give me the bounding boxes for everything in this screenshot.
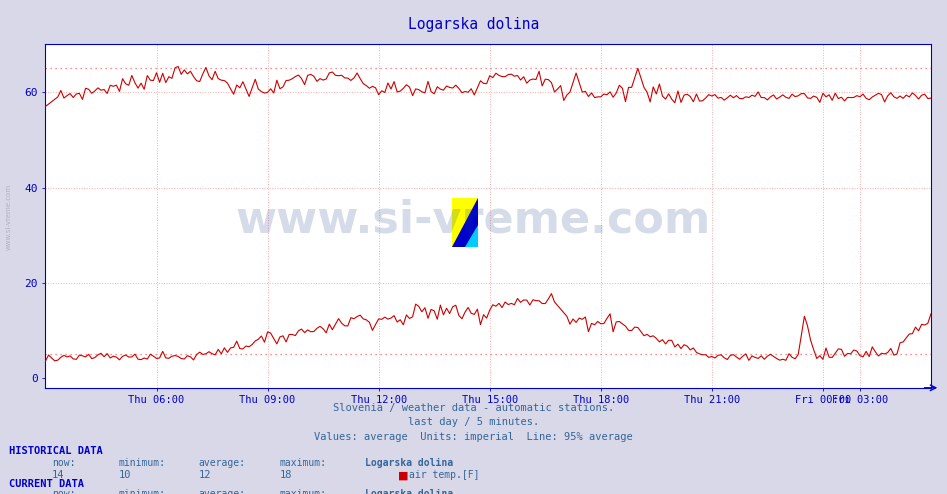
Text: last day / 5 minutes.: last day / 5 minutes. <box>408 417 539 427</box>
Text: air temp.[F]: air temp.[F] <box>409 470 479 480</box>
Text: now:: now: <box>52 489 76 494</box>
Text: ■: ■ <box>398 470 408 480</box>
Text: Logarska dolina: Logarska dolina <box>365 458 453 468</box>
Text: minimum:: minimum: <box>118 458 166 468</box>
Polygon shape <box>452 198 478 247</box>
Text: 14: 14 <box>52 470 64 480</box>
Text: Logarska dolina: Logarska dolina <box>408 17 539 32</box>
Text: 10: 10 <box>118 470 131 480</box>
Text: 12: 12 <box>199 470 211 480</box>
Text: maximum:: maximum: <box>279 458 327 468</box>
Text: average:: average: <box>199 458 246 468</box>
Text: www.si-vreme.com: www.si-vreme.com <box>236 198 711 242</box>
Text: HISTORICAL DATA: HISTORICAL DATA <box>9 446 103 455</box>
Text: maximum:: maximum: <box>279 489 327 494</box>
Text: 18: 18 <box>279 470 292 480</box>
Polygon shape <box>465 225 478 247</box>
Text: average:: average: <box>199 489 246 494</box>
Text: Logarska dolina: Logarska dolina <box>365 489 453 494</box>
Text: Values: average  Units: imperial  Line: 95% average: Values: average Units: imperial Line: 95… <box>314 432 633 442</box>
Text: now:: now: <box>52 458 76 468</box>
Text: minimum:: minimum: <box>118 489 166 494</box>
Text: Slovenia / weather data - automatic stations.: Slovenia / weather data - automatic stat… <box>333 403 614 412</box>
Polygon shape <box>452 198 478 247</box>
Text: www.si-vreme.com: www.si-vreme.com <box>6 184 11 250</box>
Text: CURRENT DATA: CURRENT DATA <box>9 479 84 489</box>
